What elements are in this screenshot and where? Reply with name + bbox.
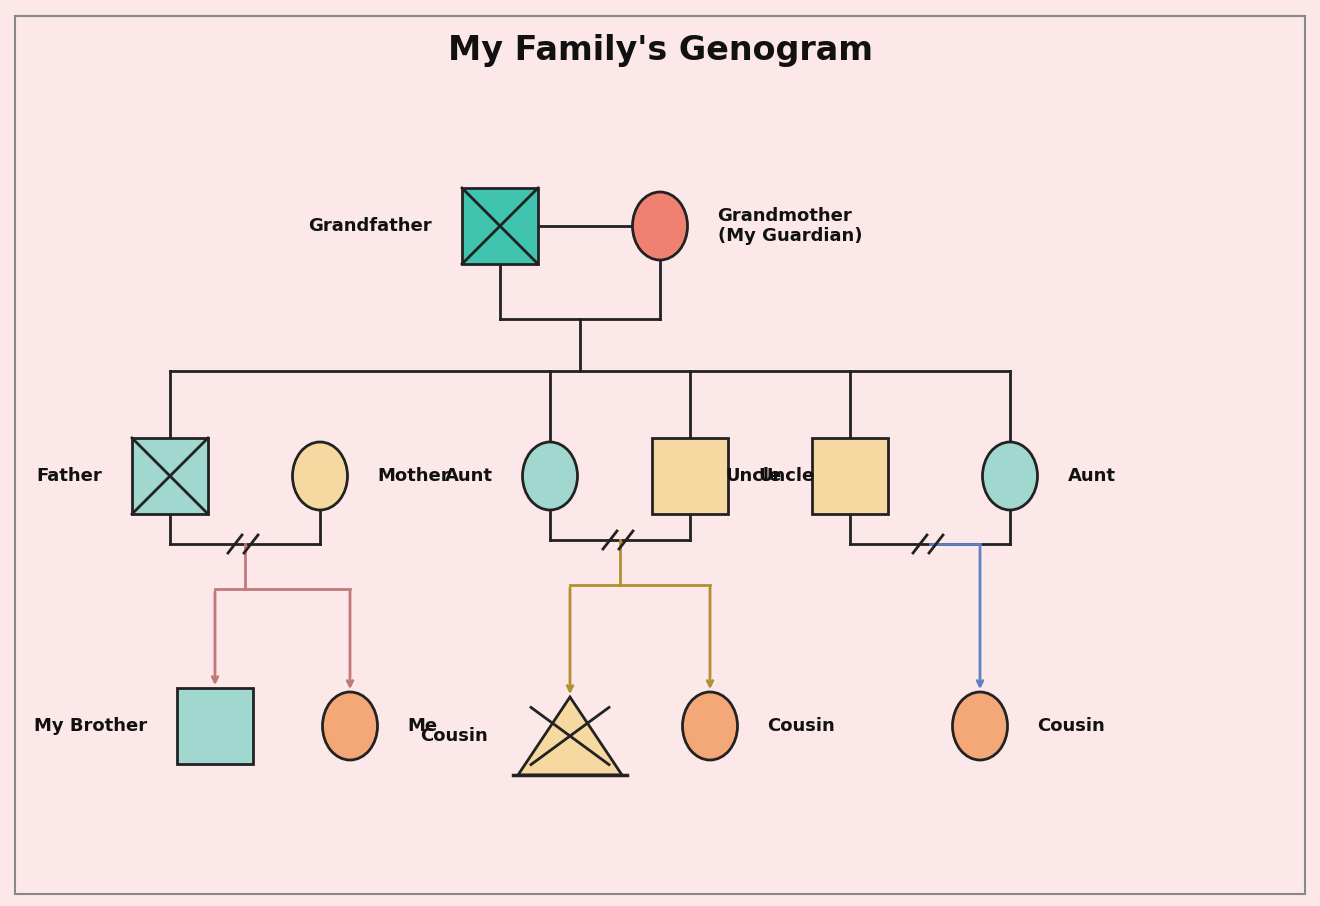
Bar <box>132 438 209 514</box>
Ellipse shape <box>682 692 738 760</box>
Ellipse shape <box>523 442 578 510</box>
Text: Uncle: Uncle <box>726 467 781 485</box>
Ellipse shape <box>982 442 1038 510</box>
Text: Grandfather: Grandfather <box>309 217 432 235</box>
Text: Aunt: Aunt <box>445 467 492 485</box>
Ellipse shape <box>632 192 688 260</box>
Text: Uncle: Uncle <box>758 467 814 485</box>
Bar <box>812 438 888 514</box>
Text: Cousin: Cousin <box>767 717 836 735</box>
Bar <box>177 688 253 764</box>
Text: Cousin: Cousin <box>1038 717 1105 735</box>
Ellipse shape <box>293 442 347 510</box>
Ellipse shape <box>953 692 1007 760</box>
Text: Mother: Mother <box>378 467 450 485</box>
Text: Grandmother
(My Guardian): Grandmother (My Guardian) <box>718 207 862 246</box>
Text: Me: Me <box>408 717 438 735</box>
Text: Cousin: Cousin <box>420 727 488 745</box>
Polygon shape <box>517 697 622 775</box>
Text: My Brother: My Brother <box>34 717 147 735</box>
Bar <box>652 438 729 514</box>
Ellipse shape <box>322 692 378 760</box>
Bar <box>462 188 539 264</box>
Text: My Family's Genogram: My Family's Genogram <box>447 34 873 68</box>
Text: Aunt: Aunt <box>1068 467 1115 485</box>
Text: Father: Father <box>36 467 102 485</box>
